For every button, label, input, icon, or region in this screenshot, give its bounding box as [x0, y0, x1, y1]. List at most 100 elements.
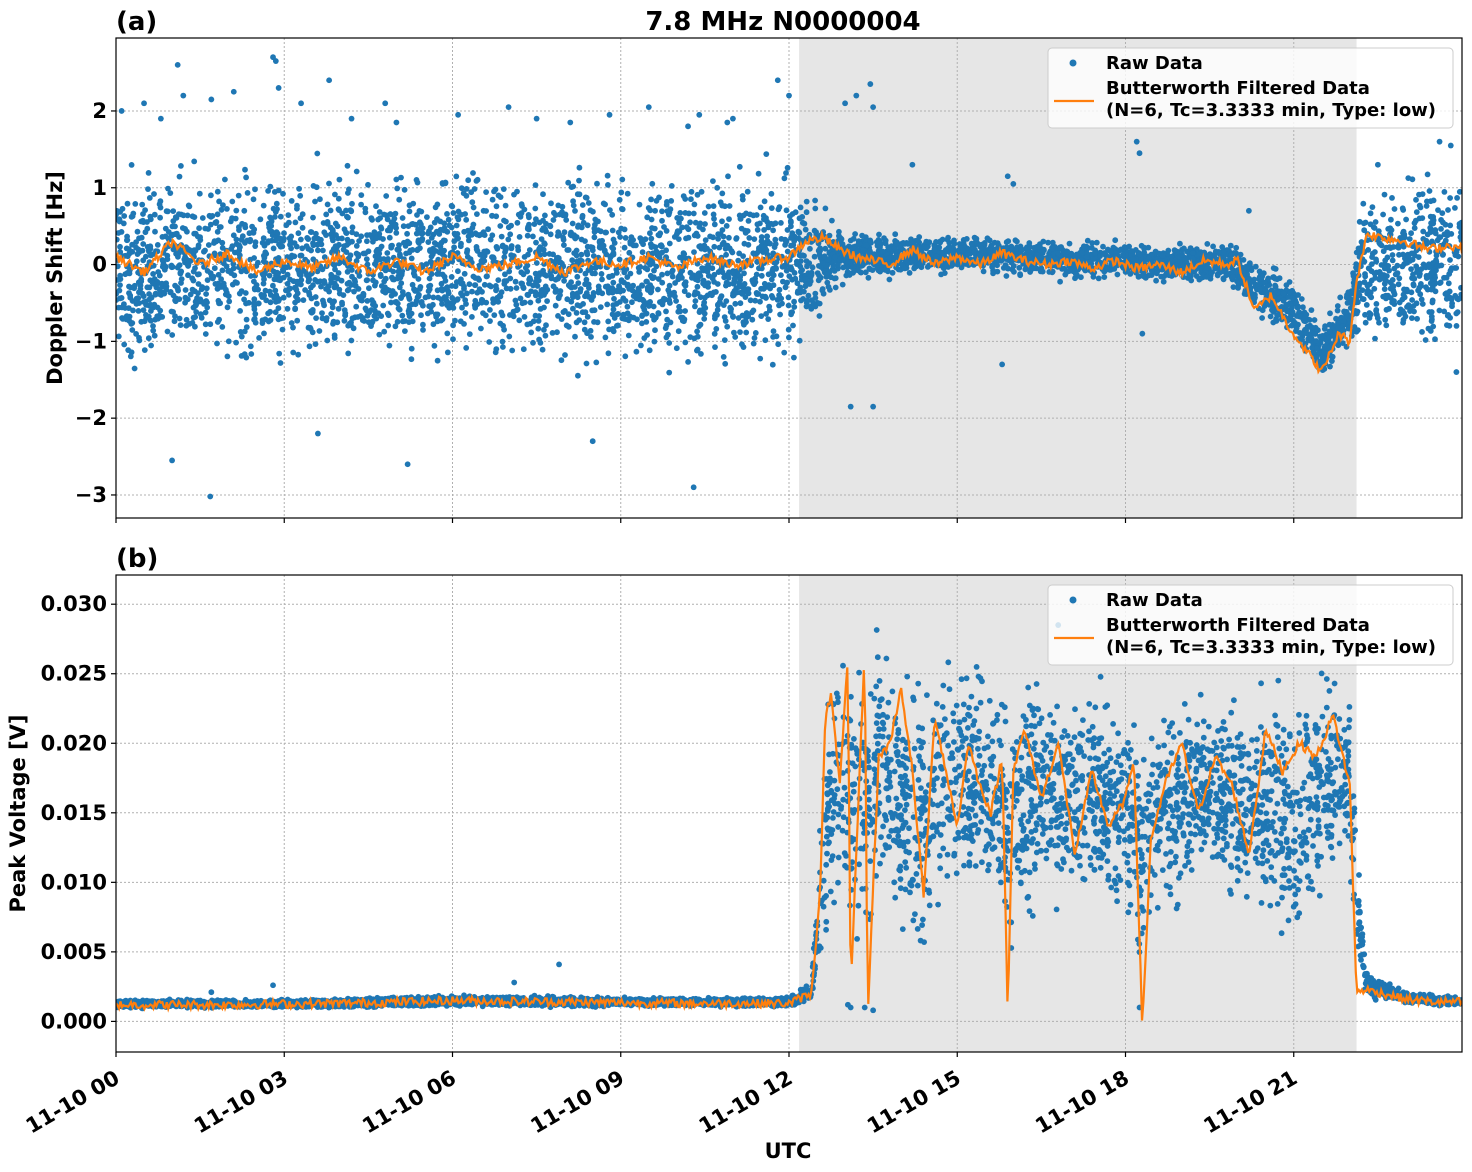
raw-data-point [589, 307, 596, 314]
raw-data-point [450, 336, 456, 343]
raw-data-point [299, 245, 306, 252]
raw-data-point [1264, 283, 1271, 289]
raw-data-point [297, 192, 304, 199]
raw-data-point [242, 222, 248, 228]
raw-data-point [251, 255, 257, 261]
raw-data-point [558, 316, 565, 322]
raw-data-point [604, 301, 611, 308]
raw-data-point [715, 302, 721, 309]
raw-data-point [827, 287, 833, 293]
raw-data-point [579, 202, 586, 208]
raw-data-point [836, 228, 842, 235]
raw-data-point [739, 196, 746, 203]
raw-data-point [647, 230, 653, 237]
raw-data-point [430, 294, 437, 301]
raw-data-point [1228, 251, 1235, 258]
raw-data-point [776, 204, 783, 211]
raw-data-point [606, 273, 612, 280]
raw-data-point [640, 303, 646, 310]
raw-data-point [125, 347, 132, 353]
raw-data-point [565, 179, 572, 186]
raw-data-point [776, 286, 783, 293]
raw-data-point [151, 191, 157, 197]
raw-data-point [440, 237, 447, 244]
raw-data-point [1302, 315, 1308, 321]
raw-data-point [134, 228, 141, 235]
raw-data-point [711, 330, 718, 337]
raw-data-point [729, 249, 736, 256]
raw-data-point [1360, 296, 1367, 303]
raw-data-point [472, 282, 479, 288]
raw-data-point [1196, 251, 1202, 257]
raw-data-point [1423, 241, 1430, 248]
raw-data-point [761, 198, 768, 205]
raw-data-point [376, 250, 383, 257]
raw-data-point [735, 271, 741, 278]
raw-data-point [730, 314, 736, 320]
raw-data-point [1355, 299, 1361, 306]
raw-data-point [154, 248, 161, 255]
raw-data-point [656, 194, 662, 201]
raw-data-point [720, 354, 727, 360]
raw-data-point [132, 201, 139, 207]
raw-data-point [514, 219, 521, 226]
raw-data-point [862, 269, 869, 276]
raw-data-point [552, 289, 559, 295]
raw-data-point [673, 345, 680, 352]
raw-data-point [1339, 340, 1346, 346]
raw-data-point [690, 210, 697, 217]
raw-data-point [878, 266, 885, 273]
raw-data-point [688, 188, 695, 195]
raw-data-point [506, 333, 513, 340]
raw-data-point [292, 305, 299, 312]
raw-data-point [1284, 301, 1290, 308]
raw-data-point [336, 286, 343, 293]
raw-data-point [1345, 289, 1352, 296]
raw-data-point [1429, 299, 1436, 306]
raw-data-point [634, 316, 640, 323]
raw-data-point [453, 222, 460, 229]
raw-data-point [501, 254, 508, 260]
raw-data-point [633, 348, 640, 355]
raw-data-point [1441, 308, 1448, 315]
raw-data-point [124, 237, 130, 244]
raw-data-point [193, 301, 200, 308]
raw-data-point [1428, 269, 1435, 276]
raw-data-point [303, 243, 310, 250]
raw-data-point [364, 238, 370, 245]
raw-data-point [524, 225, 531, 232]
raw-data-point [272, 287, 279, 294]
raw-data-point [1397, 306, 1404, 313]
raw-data-point [223, 263, 230, 270]
raw-data-point [394, 185, 401, 192]
raw-data-point [758, 243, 765, 250]
raw-data-point [319, 310, 325, 316]
raw-data-point [682, 282, 689, 289]
raw-data-point [1366, 310, 1373, 316]
raw-data-point [246, 230, 253, 237]
raw-data-point [759, 238, 765, 245]
raw-data-point [298, 236, 304, 243]
raw-data-point [464, 249, 470, 256]
raw-data-point [140, 211, 146, 217]
raw-data-point [1095, 275, 1102, 282]
raw-data-point [131, 365, 138, 372]
raw-data-point [1272, 283, 1279, 290]
raw-data-point [1066, 267, 1073, 274]
raw-data-point [382, 275, 389, 282]
raw-data-point [344, 268, 351, 275]
raw-data-point [216, 198, 223, 205]
raw-data-point [816, 313, 823, 319]
raw-data-point [652, 207, 658, 214]
raw-data-point [402, 243, 409, 249]
raw-data-point [1360, 200, 1367, 207]
raw-data-point [418, 312, 424, 319]
raw-data-point [779, 263, 786, 270]
raw-data-point [1372, 335, 1378, 342]
raw-data-point [1400, 230, 1406, 237]
raw-data-point [480, 310, 486, 316]
raw-data-point [615, 322, 621, 329]
raw-data-point [1456, 188, 1462, 195]
raw-data-point [162, 225, 169, 232]
raw-data-point [574, 302, 581, 308]
